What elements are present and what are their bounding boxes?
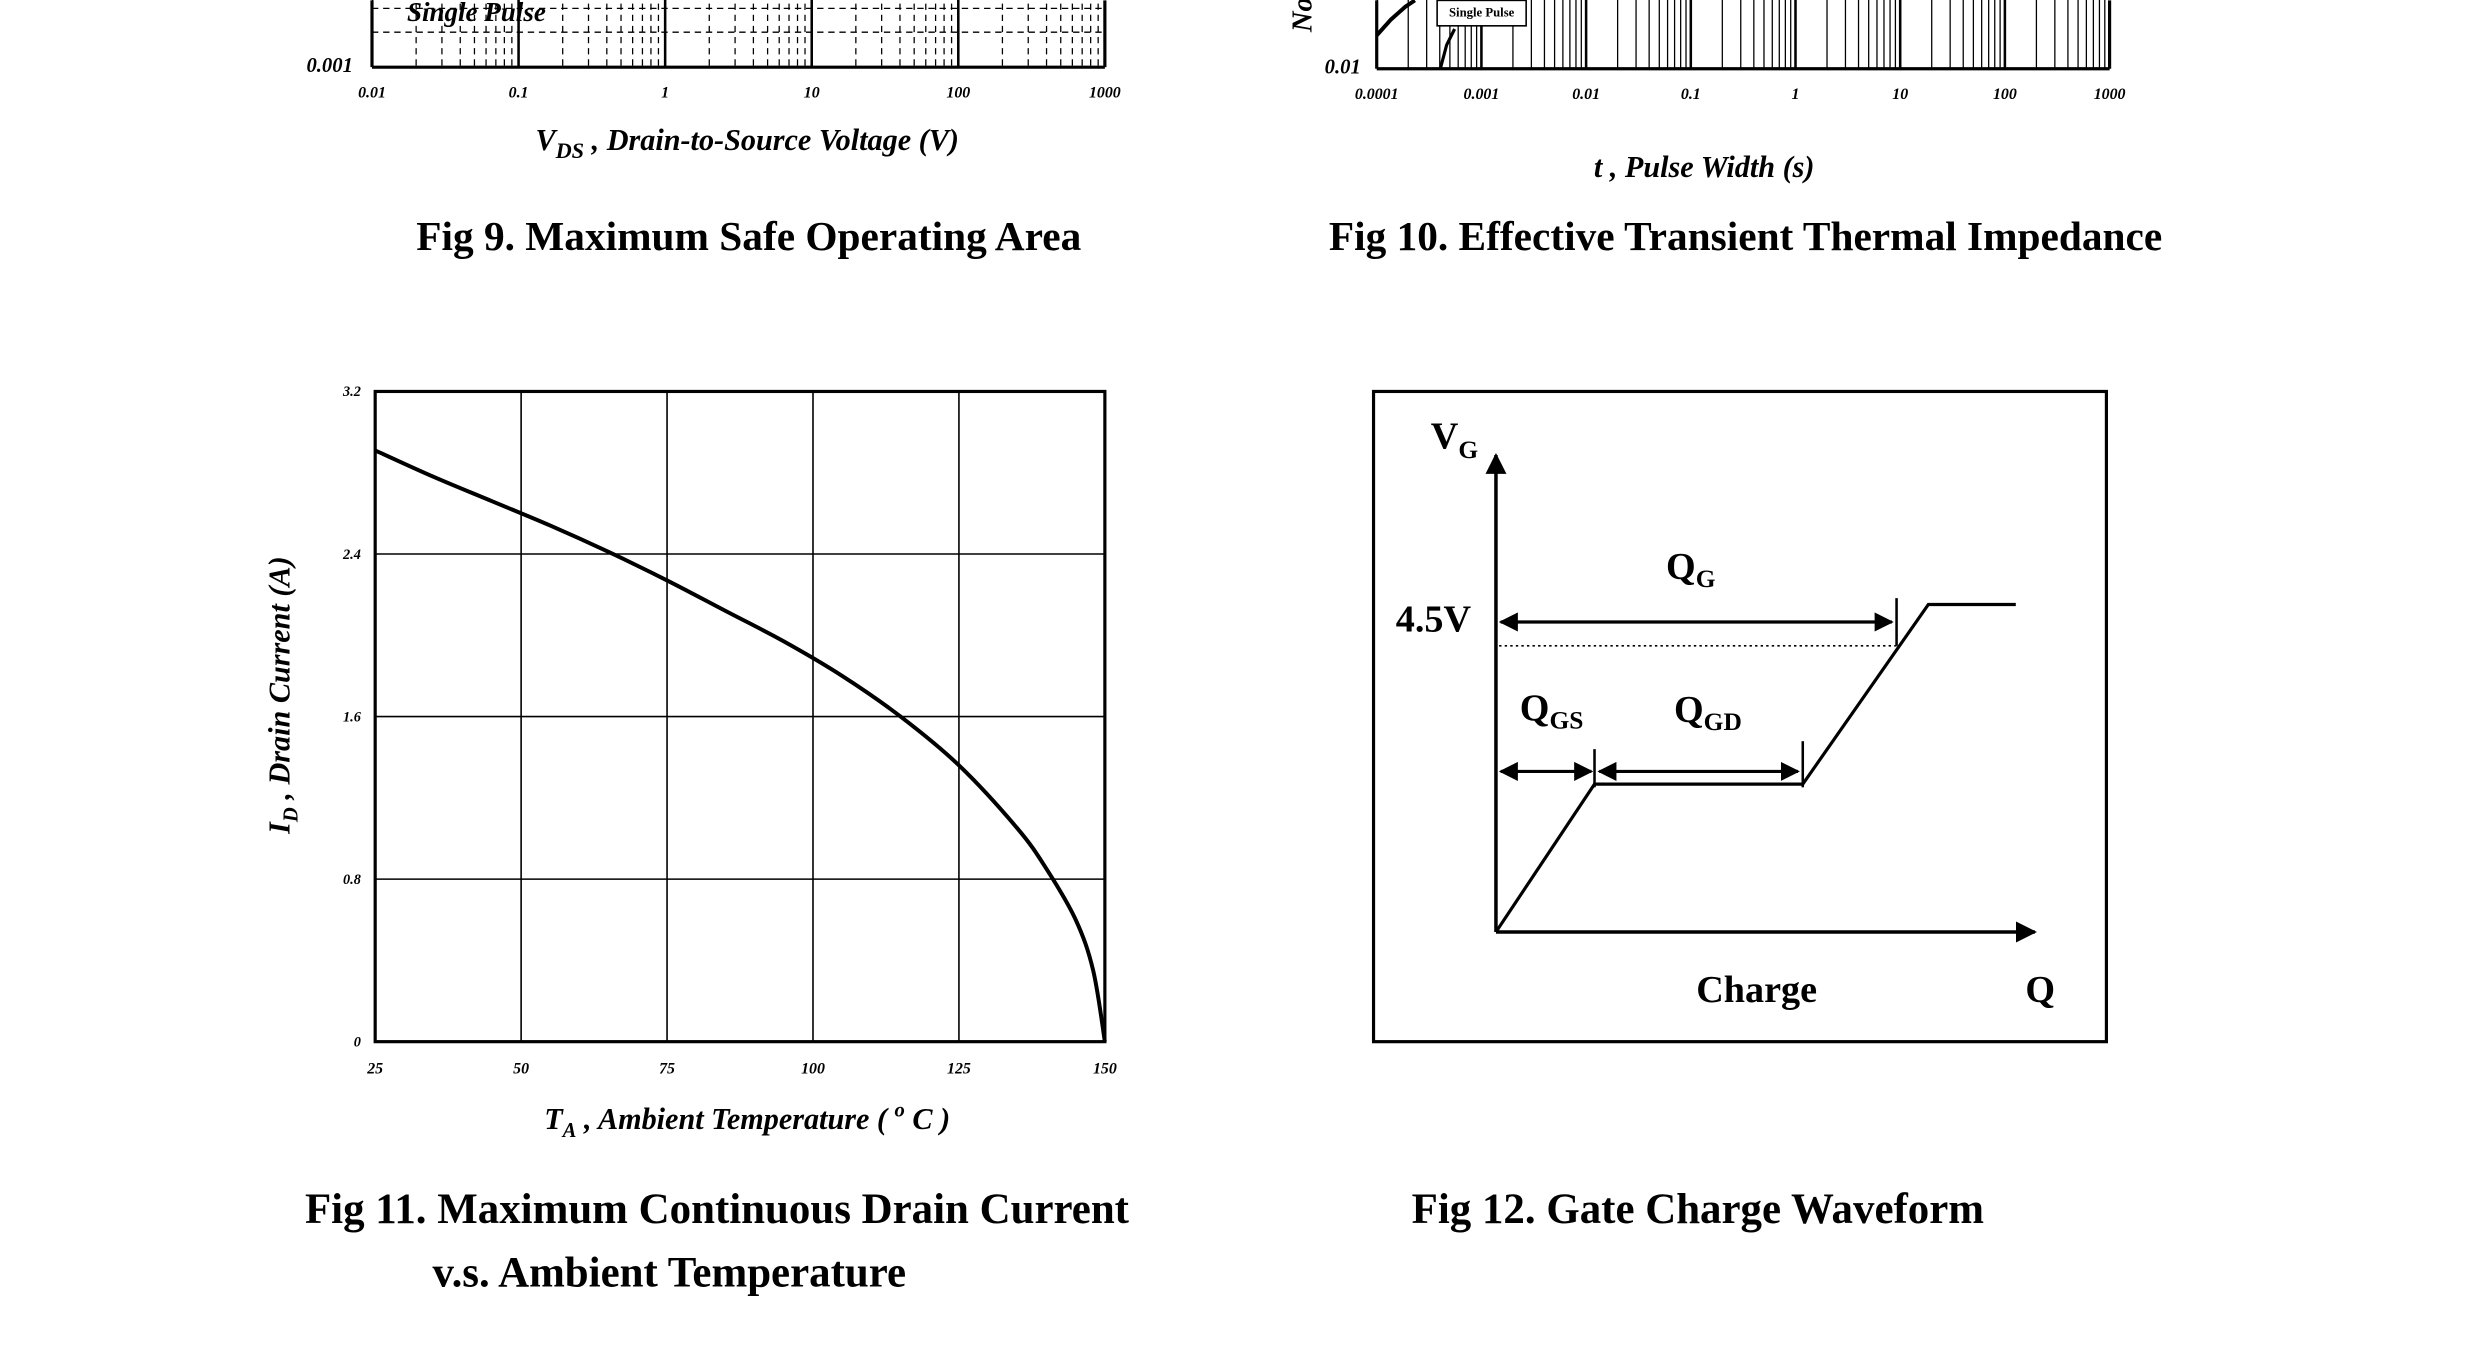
fig9-ytick-label: 0.001 bbox=[306, 55, 352, 77]
fig10-ylabel-fragment: No bbox=[1288, 0, 1319, 33]
fig10-xtick-label: 0.0001 bbox=[1355, 86, 1399, 103]
fig10-xtick-label: 100 bbox=[1993, 86, 2017, 103]
fig9-xtick-label: 100 bbox=[946, 84, 970, 101]
fig12-qgs-label: QGS bbox=[1520, 688, 1584, 735]
fig11-xtick-label: 75 bbox=[659, 1060, 675, 1077]
fig10-ytick-label: 0.01 bbox=[1325, 57, 1361, 79]
fig10-xtick-label: 1 bbox=[1792, 86, 1800, 103]
fig10-xlabel: t , Pulse Width (s) bbox=[1594, 150, 1815, 184]
fig9-xtick-label: 1000 bbox=[1089, 84, 1121, 101]
fig11-ytick-label: 0 bbox=[354, 1034, 361, 1050]
fig12-frame bbox=[1371, 389, 2108, 1044]
fig11-ytick-label: 0.8 bbox=[343, 872, 361, 888]
fig10-chart: Single Pulse 0.01 No 0.0001 0.001 0.01 0.1 1… bbox=[1288, 0, 2162, 259]
fig11-chart: 0 0.8 1.6 2.4 3.2 25 50 75 100 125 150 ID , Drain… bbox=[262, 384, 1129, 1296]
fig11-plot-frame bbox=[373, 389, 1107, 1044]
fig10-curve bbox=[1375, 0, 1416, 37]
fig11-xtick-label: 25 bbox=[366, 1060, 383, 1077]
fig12-qgd-label: QGD bbox=[1674, 689, 1742, 736]
fig12-waveform bbox=[1494, 602, 2016, 933]
fig11-xtick-label: 125 bbox=[947, 1060, 971, 1077]
fig9-xtick-label: 0.01 bbox=[358, 84, 386, 101]
fig11-caption-line1: Fig 11. Maximum Continuous Drain Current bbox=[305, 1186, 1130, 1233]
fig11-xtick-label: 150 bbox=[1093, 1060, 1117, 1077]
fig12-caption: Fig 12. Gate Charge Waveform bbox=[1412, 1186, 1985, 1233]
fig9-xtick-label: 10 bbox=[804, 84, 820, 101]
fig12-diagram: VG 4.5V QG QGS QGD Charge Q Fig 12. Gate… bbox=[1371, 389, 2108, 1233]
fig11-caption-line2: v.s. Ambient Temperature bbox=[432, 1249, 906, 1296]
fig9-xtick-label: 1 bbox=[661, 84, 669, 101]
fig9-xtick-labels: 0.01 0.1 1 10 100 1000 bbox=[358, 84, 1121, 101]
fig12-charge-label: Charge bbox=[1696, 969, 1817, 1011]
fig10-xtick-label: 0.1 bbox=[1681, 86, 1701, 103]
fig10-xtick-label: 1000 bbox=[2094, 86, 2126, 103]
fig10-xtick-labels: 0.0001 0.001 0.01 0.1 1 10 100 1000 bbox=[1355, 86, 2126, 103]
fig11-ytick-label: 3.2 bbox=[342, 384, 361, 400]
fig9-inset-label: Single Pulse bbox=[407, 0, 546, 27]
fig12-qg-label: QG bbox=[1666, 546, 1716, 593]
fig9-gridlines bbox=[372, 0, 1105, 68]
fig11-ytick-label: 1.6 bbox=[343, 709, 362, 725]
fig10-inset-box bbox=[1436, 0, 1527, 27]
fig11-xtick-labels: 25 50 75 100 125 150 bbox=[366, 1060, 1117, 1077]
fig11-xlabel: TA , Ambient Temperature ( o C ) bbox=[544, 1099, 950, 1142]
fig9-xtick-label: 0.1 bbox=[509, 84, 529, 101]
fig12-level-label: 4.5V bbox=[1396, 599, 1472, 641]
fig10-xtick-label: 10 bbox=[1892, 86, 1908, 103]
fig9-chart: Single Pulse 0.001 0.01 0.1 1 10 100 1000 VDS… bbox=[306, 0, 1121, 259]
fig9-xlabel: VDS , Drain-to-Source Voltage (V) bbox=[535, 123, 958, 163]
fig11-ytick-labels: 0 0.8 1.6 2.4 3.2 bbox=[342, 384, 362, 1050]
fig10-inset-label: Single Pulse bbox=[1449, 5, 1515, 19]
fig10-xtick-label: 0.001 bbox=[1464, 86, 1500, 103]
fig11-xtick-label: 100 bbox=[801, 1060, 825, 1077]
fig11-series-line bbox=[374, 448, 1107, 1042]
fig11-ylabel: ID , Drain Current (A) bbox=[262, 556, 302, 834]
fig11-ytick-label: 2.4 bbox=[342, 547, 361, 563]
fig12-vg-label: VG bbox=[1431, 416, 1479, 465]
fig10-xtick-label: 0.01 bbox=[1572, 86, 1600, 103]
fig10-caption: Fig 10. Effective Transient Thermal Impe… bbox=[1329, 213, 2162, 259]
fig9-caption: Fig 9. Maximum Safe Operating Area bbox=[416, 213, 1081, 259]
fig10-curve-lower bbox=[1438, 28, 1457, 70]
fig11-gridlines bbox=[374, 390, 1106, 1043]
fig11-xtick-label: 50 bbox=[513, 1060, 529, 1077]
fig12-q-label: Q bbox=[2025, 969, 2055, 1011]
